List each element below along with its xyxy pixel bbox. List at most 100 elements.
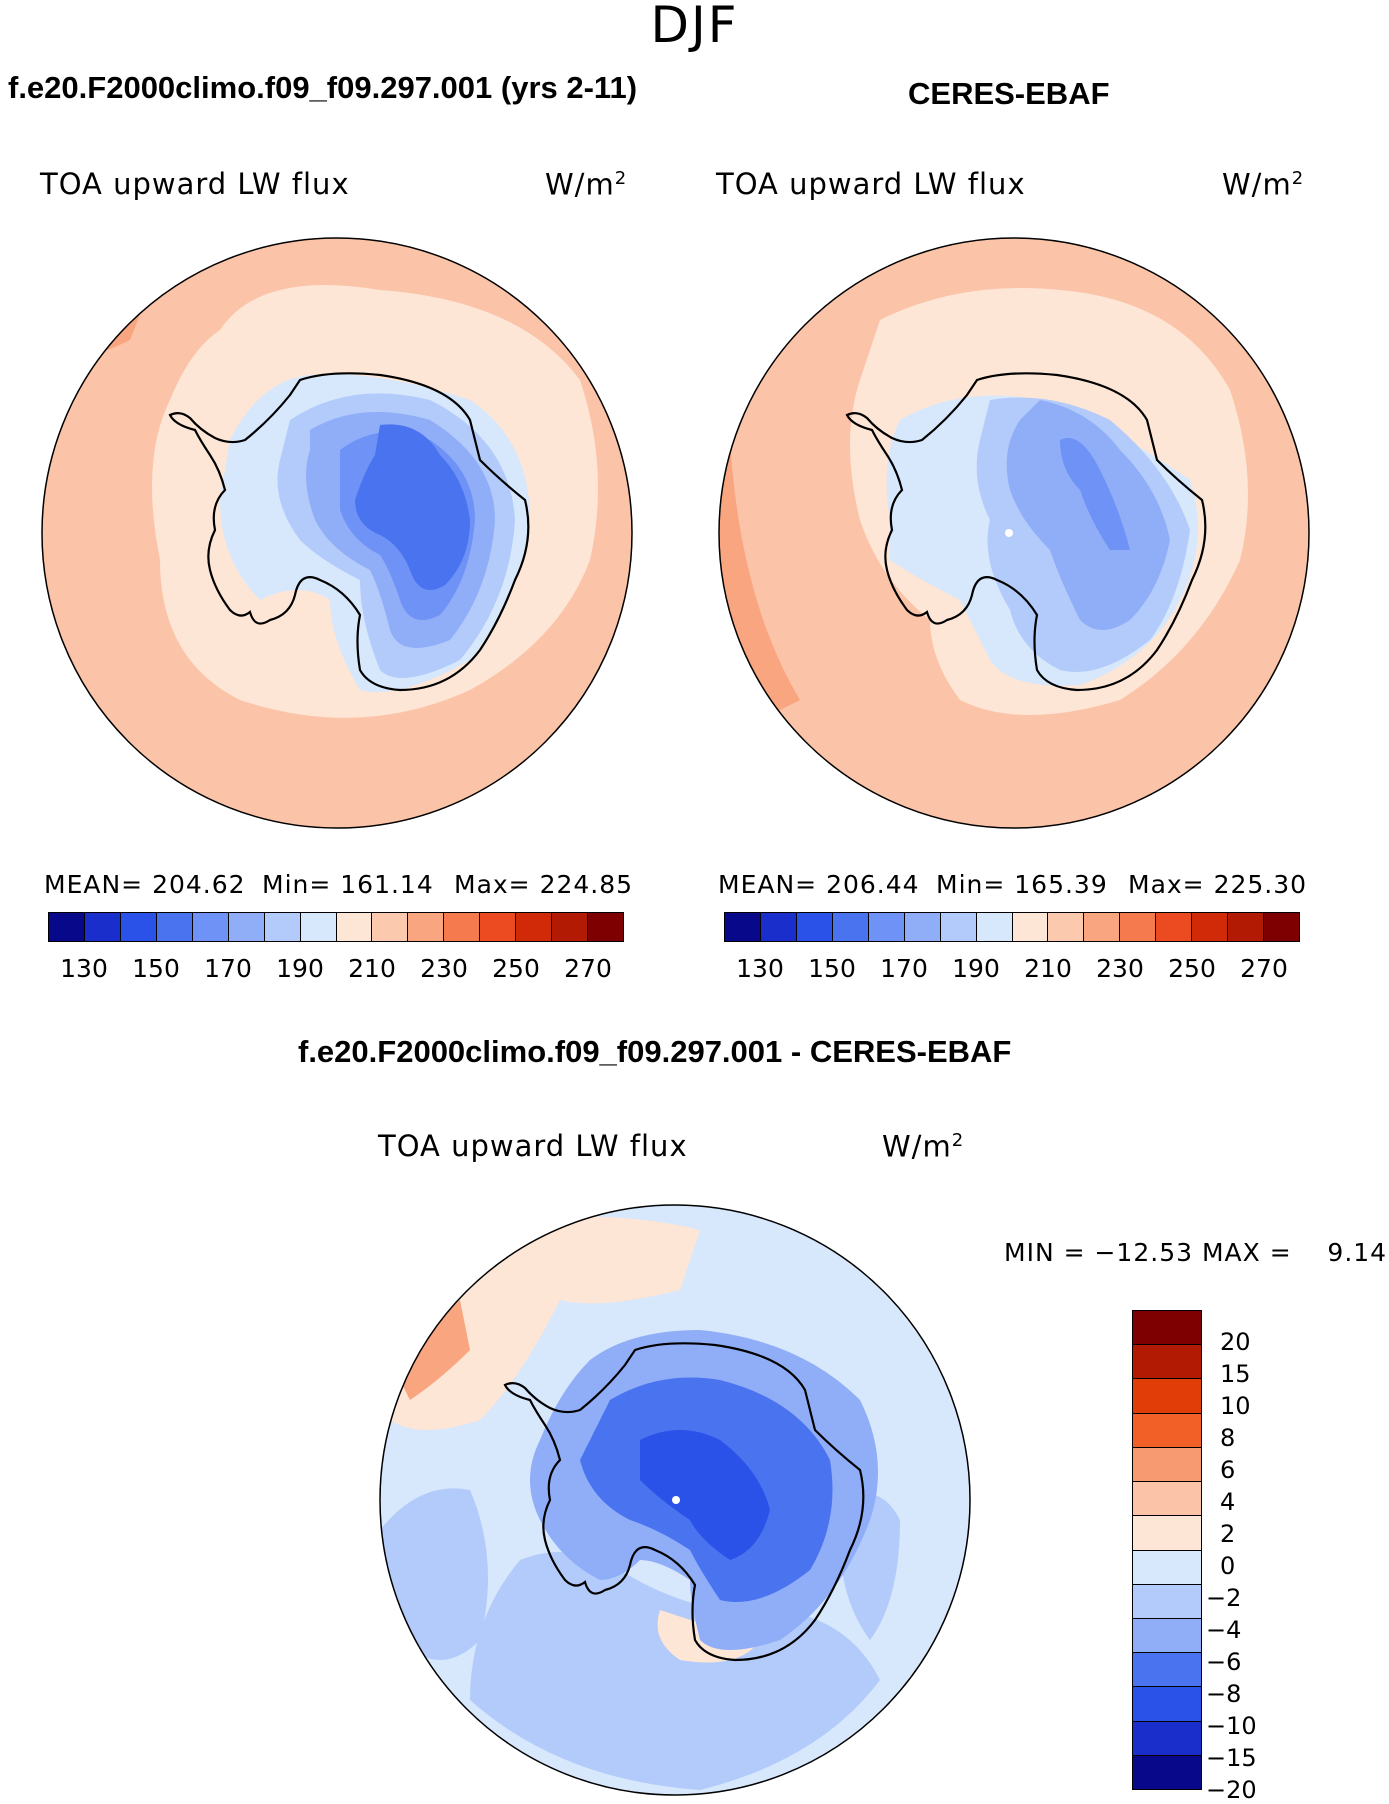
diff-minmax: MIN = −12.53 MAX = 9.14	[1004, 1238, 1388, 1267]
colorbar-tick-label: −6	[1206, 1648, 1242, 1676]
colorbar-swatch	[300, 913, 337, 941]
colorbar-tick-label: 4	[1220, 1488, 1236, 1516]
colorbar-swatch	[976, 913, 1013, 941]
colorbar-swatch	[760, 913, 797, 941]
colorbar-swatch	[1084, 913, 1121, 941]
colorbar-swatch	[1133, 1687, 1201, 1722]
colorbar-swatch	[1133, 1413, 1201, 1448]
colorbar-swatch	[1133, 1447, 1201, 1483]
obs-panel-title: CERES-EBAF	[908, 76, 1110, 111]
model-colorbar-ticks: 130 150 170 190 210 230 250 270	[48, 956, 624, 986]
colorbar-tick-label: 270	[564, 954, 612, 983]
colorbar-tick-label: 150	[132, 954, 180, 983]
antarctica-coastline-icon	[168, 372, 530, 692]
colorbar-swatch	[120, 913, 157, 941]
colorbar-swatch	[49, 913, 85, 941]
colorbar-swatch	[1133, 1482, 1201, 1517]
colorbar-tick-label: 190	[276, 954, 324, 983]
model-max: Max= 224.85	[454, 870, 634, 899]
colorbar-tick-label: −4	[1206, 1616, 1242, 1644]
colorbar-swatch	[904, 913, 941, 941]
diff-panel-title: f.e20.F2000climo.f09_f09.297.001 - CERES…	[298, 1034, 1012, 1069]
obs-mean: MEAN= 206.44	[718, 870, 920, 899]
colorbar-tick-label: 170	[880, 954, 928, 983]
diff-colorbar-ticks: 20 15 10 8 6 4 2 0 −2 −4 −6 −8 −10 −15 −20	[1206, 1310, 1282, 1802]
obs-min: Min= 165.39	[936, 870, 1108, 899]
model-mean: MEAN= 204.62	[44, 870, 246, 899]
model-units-label: W/m2	[545, 167, 628, 202]
colorbar-tick-label: 230	[420, 954, 468, 983]
obs-max: Max= 225.30	[1128, 870, 1308, 899]
colorbar-swatch	[264, 913, 301, 941]
colorbar-tick-label: 250	[492, 954, 540, 983]
model-colorbar	[48, 912, 624, 942]
obs-colorbar-ticks: 130 150 170 190 210 230 250 270	[724, 956, 1300, 986]
colorbar-swatch	[1192, 913, 1229, 941]
colorbar-swatch	[1133, 1584, 1201, 1619]
colorbar-swatch	[1133, 1755, 1201, 1790]
colorbar-swatch	[480, 913, 517, 941]
colorbar-swatch	[588, 913, 623, 941]
colorbar-tick-label: 8	[1220, 1424, 1236, 1452]
antarctica-coastline-icon	[503, 1342, 865, 1662]
colorbar-swatch	[725, 913, 761, 941]
colorbar-tick-label: 2	[1220, 1520, 1236, 1548]
colorbar-swatch	[336, 913, 373, 941]
colorbar-swatch	[1133, 1618, 1201, 1654]
model-panel-title: f.e20.F2000climo.f09_f09.297.001 (yrs 2-…	[8, 70, 638, 105]
colorbar-swatch	[832, 913, 869, 941]
colorbar-swatch	[1133, 1311, 1201, 1346]
diff-units-label: W/m2	[882, 1129, 965, 1164]
colorbar-tick-label: 270	[1240, 954, 1288, 983]
colorbar-swatch	[1133, 1653, 1201, 1688]
colorbar-tick-label: 130	[736, 954, 784, 983]
colorbar-tick-label: −8	[1206, 1680, 1242, 1708]
colorbar-tick-label: −15	[1206, 1744, 1257, 1772]
colorbar-tick-label: 0	[1220, 1552, 1236, 1580]
colorbar-swatch	[1120, 913, 1157, 941]
colorbar-tick-label: 6	[1220, 1456, 1236, 1484]
colorbar-tick-label: 210	[1024, 954, 1072, 983]
obs-colorbar	[724, 912, 1300, 942]
colorbar-swatch	[1133, 1550, 1201, 1585]
colorbar-swatch	[1133, 1516, 1201, 1551]
antarctica-coastline-icon	[845, 372, 1207, 692]
colorbar-swatch	[1012, 913, 1049, 941]
colorbar-swatch	[444, 913, 481, 941]
colorbar-swatch	[552, 913, 589, 941]
colorbar-tick-label: 20	[1220, 1328, 1251, 1356]
colorbar-tick-label: 170	[204, 954, 252, 983]
season-title: DJF	[650, 0, 739, 54]
colorbar-tick-label: −10	[1206, 1712, 1257, 1740]
colorbar-tick-label: 150	[808, 954, 856, 983]
colorbar-swatch	[228, 913, 265, 941]
colorbar-swatch	[868, 913, 905, 941]
colorbar-swatch	[156, 913, 193, 941]
colorbar-swatch	[84, 913, 121, 941]
colorbar-swatch	[1156, 913, 1193, 941]
model-min: Min= 161.14	[262, 870, 434, 899]
colorbar-swatch	[372, 913, 409, 941]
colorbar-swatch	[1133, 1379, 1201, 1414]
colorbar-tick-label: 190	[952, 954, 1000, 983]
model-variable-label: TOA upward LW flux	[40, 167, 350, 201]
colorbar-swatch	[1228, 913, 1265, 941]
colorbar-swatch	[1048, 913, 1085, 941]
colorbar-tick-label: 10	[1220, 1392, 1251, 1420]
colorbar-tick-label: −2	[1206, 1584, 1242, 1612]
colorbar-tick-label: 250	[1168, 954, 1216, 983]
diff-colorbar	[1132, 1310, 1202, 1790]
colorbar-swatch	[192, 913, 229, 941]
colorbar-swatch	[516, 913, 553, 941]
obs-variable-label: TOA upward LW flux	[716, 167, 1026, 201]
colorbar-tick-label: 230	[1096, 954, 1144, 983]
colorbar-swatch	[940, 913, 977, 941]
colorbar-tick-label: −20	[1206, 1776, 1257, 1804]
obs-units-label: W/m2	[1222, 167, 1305, 202]
colorbar-swatch	[1133, 1345, 1201, 1380]
colorbar-swatch	[1133, 1721, 1201, 1756]
colorbar-swatch	[408, 913, 445, 941]
